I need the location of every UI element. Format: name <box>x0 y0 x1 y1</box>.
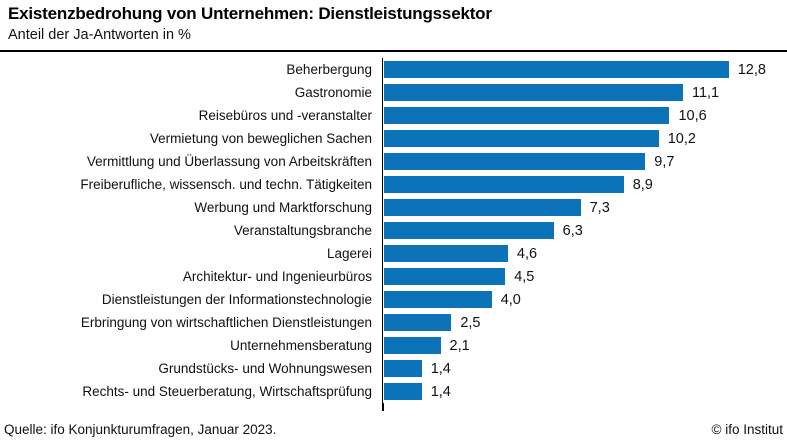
bar-label: Erbringung von wirtschaftlichen Dienstle… <box>80 315 372 331</box>
chart-row: Grundstücks- und Wohnungswesen 1,4 <box>0 357 787 381</box>
bar-value: 10,6 <box>678 107 707 124</box>
bar-track: 1,4 <box>382 357 787 381</box>
bar-label: Werbung und Marktforschung <box>194 200 372 216</box>
bar-value: 9,7 <box>654 153 675 170</box>
bar <box>384 199 581 217</box>
bar-track: 2,1 <box>382 334 787 358</box>
chart-title: Existenzbedrohung von Unternehmen: Diens… <box>8 4 492 23</box>
bar-track: 9,7 <box>382 150 787 174</box>
bar-label: Veranstaltungsbranche <box>233 223 372 239</box>
chart-row: Gastronomie 11,1 <box>0 81 787 105</box>
bar-label: Gastronomie <box>294 85 372 101</box>
bar-label: Dienstleistungen der Informationstechnol… <box>101 292 372 308</box>
bar <box>384 222 554 240</box>
chart-row: Vermietung von beweglichen Sachen 10,2 <box>0 127 787 151</box>
bar-value: 4,0 <box>500 291 521 308</box>
bar <box>384 360 422 378</box>
bar-value: 7,3 <box>589 199 610 216</box>
bar-label: Architektur- und Ingenieurbüros <box>182 269 372 285</box>
bar-label: Grundstücks- und Wohnungswesen <box>158 361 372 377</box>
chart-row: Lagerei 4,6 <box>0 242 787 266</box>
bar-track: 1,4 <box>382 380 787 404</box>
bar-track: 2,5 <box>382 311 787 335</box>
bar-label: Vermittlung und Überlassung von Arbeitsk… <box>86 154 372 170</box>
bar-track: 7,3 <box>382 196 787 220</box>
bar-value: 11,1 <box>691 84 720 101</box>
chart-row: Erbringung von wirtschaftlichen Dienstle… <box>0 311 787 335</box>
bar-value: 10,2 <box>667 130 696 147</box>
axis-tick <box>382 403 384 411</box>
bar <box>384 291 492 309</box>
chart-row: Unternehmensberatung 2,1 <box>0 334 787 358</box>
bar <box>384 153 646 171</box>
bar-track: 4,5 <box>382 265 787 289</box>
bar-track: 6,3 <box>382 219 787 243</box>
bar <box>384 383 422 401</box>
bar <box>384 107 670 125</box>
bar <box>384 130 659 148</box>
chart-row: Reisebüros und -veranstalter 10,6 <box>0 104 787 128</box>
bar-track: 10,6 <box>382 104 787 128</box>
bar <box>384 314 452 332</box>
chart-row: Architektur- und Ingenieurbüros 4,5 <box>0 265 787 289</box>
chart-row: Veranstaltungsbranche 6,3 <box>0 219 787 243</box>
bar-value: 1,4 <box>430 383 451 400</box>
chart-subtitle: Anteil der Ja-Antworten in % <box>8 27 191 44</box>
bar-label: Beherbergung <box>286 62 372 78</box>
bar-track: 4,0 <box>382 288 787 312</box>
bar <box>384 268 506 286</box>
bar-track: 11,1 <box>382 81 787 105</box>
chart-header: Existenzbedrohung von Unternehmen: Diens… <box>0 0 787 43</box>
bar-value: 8,9 <box>632 176 653 193</box>
bar <box>384 245 508 263</box>
bar-label: Unternehmensberatung <box>230 338 372 354</box>
bar-label: Rechts- und Steuerberatung, Wirtschaftsp… <box>82 384 372 400</box>
bar-value: 4,5 <box>514 268 535 285</box>
bar-chart: Beherbergung 12,8 Gastronomie 11,1 Reisebüro… <box>0 58 787 404</box>
bar-value: 2,5 <box>460 314 481 331</box>
bar-track: 12,8 <box>382 58 787 82</box>
bar-value: 6,3 <box>562 222 583 239</box>
bar-track: 4,6 <box>382 242 787 266</box>
chart-row: Werbung und Marktforschung 7,3 <box>0 196 787 220</box>
bar-label: Vermietung von beweglichen Sachen <box>149 131 372 147</box>
bar-track: 8,9 <box>382 173 787 197</box>
header-divider <box>0 50 787 53</box>
bar-label: Lagerei <box>326 246 372 262</box>
source-note: Quelle: ifo Konjunkturumfragen, Januar 2… <box>4 422 277 437</box>
chart-row: Dienstleistungen der Informationstechnol… <box>0 288 787 312</box>
bar-value: 4,6 <box>516 245 538 262</box>
chart-footer: Quelle: ifo Konjunkturumfragen, Januar 2… <box>4 422 783 437</box>
bar-label: Freiberufliche, wissensch. und techn. Tä… <box>80 177 372 193</box>
bar-label: Reisebüros und -veranstalter <box>198 108 372 124</box>
bar-value: 12,8 <box>737 61 766 78</box>
bar <box>384 61 729 79</box>
bar-track: 10,2 <box>382 127 787 151</box>
chart-row: Freiberufliche, wissensch. und techn. Tä… <box>0 173 787 197</box>
chart-row: Beherbergung 12,8 <box>0 58 787 82</box>
chart-row: Rechts- und Steuerberatung, Wirtschaftsp… <box>0 380 787 404</box>
bar-value: 1,4 <box>430 360 451 377</box>
bar <box>384 84 683 102</box>
bar <box>384 176 624 194</box>
bar <box>384 337 441 355</box>
bar-value: 2,1 <box>449 337 470 354</box>
copyright-note: © ifo Institut <box>711 422 783 437</box>
chart-row: Vermittlung und Überlassung von Arbeitsk… <box>0 150 787 174</box>
